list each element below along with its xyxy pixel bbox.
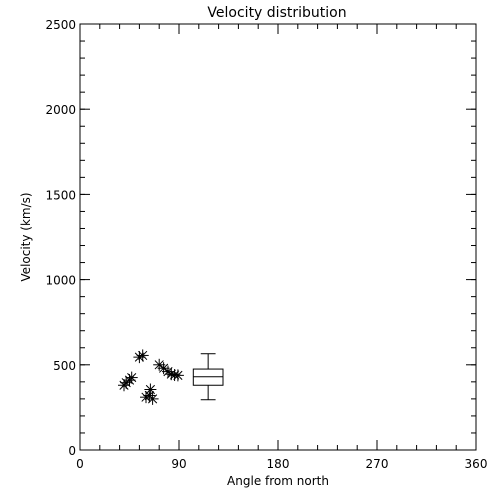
- y-tick-labels: 0 500 1000 1500 2000 2500: [45, 18, 76, 458]
- boxplot: [192, 353, 224, 401]
- data-point: [171, 369, 184, 382]
- y-tick-label: 500: [53, 359, 76, 373]
- plot-frame: [79, 23, 477, 451]
- y-tick-label: 0: [68, 444, 76, 458]
- y-tick-label: 1000: [45, 274, 76, 288]
- x-tick-label: 90: [171, 457, 186, 471]
- data-point: [125, 371, 138, 384]
- x-tick-label: 360: [465, 457, 488, 471]
- x-axis-label: Angle from north: [227, 474, 329, 488]
- y-axis-label: Velocity (km/s): [19, 192, 33, 281]
- x-tick-labels: 0 90 180 270 360: [76, 457, 487, 471]
- scatter-points: [118, 349, 184, 405]
- y-tick-label: 2000: [45, 103, 76, 117]
- y-tick-label: 1500: [45, 188, 76, 202]
- data-point: [146, 392, 159, 405]
- chart-title: Velocity distribution: [207, 5, 346, 21]
- x-tick-label: 270: [366, 457, 389, 471]
- data-point: [133, 351, 146, 364]
- data-point: [153, 358, 166, 371]
- y-tick-label: 2500: [45, 18, 76, 32]
- axis-ticks: [79, 23, 477, 451]
- x-tick-label: 0: [76, 457, 84, 471]
- data-point: [136, 349, 149, 362]
- data-point: [144, 383, 157, 396]
- x-tick-label: 180: [267, 457, 290, 471]
